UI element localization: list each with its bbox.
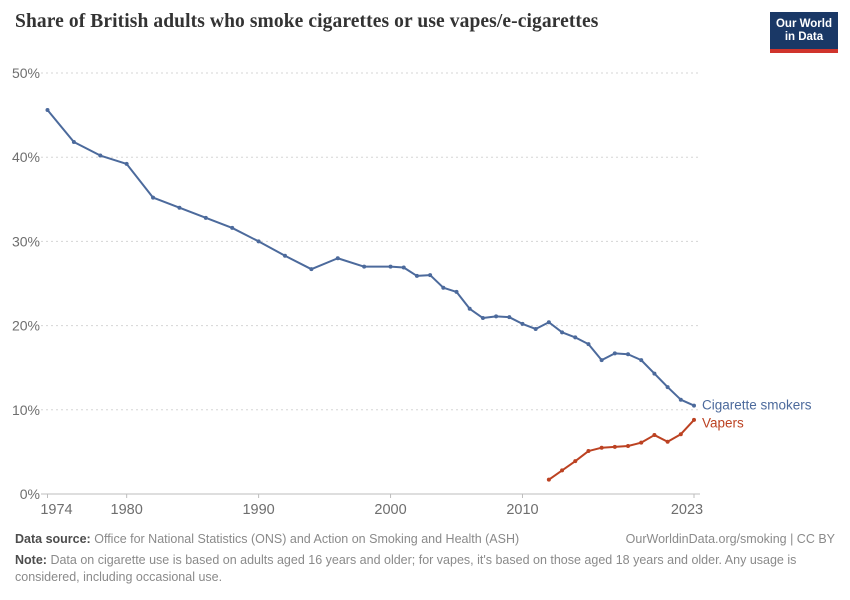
owid-logo-line2: in Data xyxy=(784,30,824,43)
data-point-cigarette-smokers xyxy=(441,285,446,290)
data-point-cigarette-smokers xyxy=(639,358,644,363)
data-point-cigarette-smokers xyxy=(151,195,156,200)
data-point-cigarette-smokers xyxy=(599,358,604,363)
x-tick-label: 2000 xyxy=(374,502,406,518)
y-tick-label: 20% xyxy=(12,318,40,334)
x-tick-label: 1990 xyxy=(242,502,274,518)
data-point-cigarette-smokers xyxy=(428,273,433,278)
data-point-cigarette-smokers xyxy=(388,264,393,269)
data-point-cigarette-smokers xyxy=(203,215,208,220)
data-point-cigarette-smokers xyxy=(507,315,512,320)
data-point-cigarette-smokers xyxy=(282,253,287,258)
data-point-cigarette-smokers xyxy=(520,321,525,326)
data-point-cigarette-smokers xyxy=(467,306,472,311)
y-tick-label: 0% xyxy=(20,486,40,502)
data-point-cigarette-smokers xyxy=(230,225,235,230)
owid-logo[interactable]: Our World in Data xyxy=(770,12,838,53)
owid-logo-line1: Our World xyxy=(775,17,832,30)
data-point-cigarette-smokers xyxy=(414,273,419,278)
data-point-cigarette-smokers xyxy=(533,326,538,331)
data-point-cigarette-smokers xyxy=(124,161,129,166)
data-point-cigarette-smokers xyxy=(586,342,591,347)
data-source-label: Data source: xyxy=(15,532,91,546)
note: Note: Data on cigarette use is based on … xyxy=(15,552,807,586)
data-point-vapers xyxy=(560,468,565,473)
owid-link[interactable]: OurWorldinData.org/smoking | CC BY xyxy=(625,532,835,546)
data-point-cigarette-smokers xyxy=(98,153,103,158)
data-point-cigarette-smokers xyxy=(573,335,578,340)
data-point-vapers xyxy=(599,445,604,450)
data-point-cigarette-smokers xyxy=(665,385,670,390)
x-tick-label: 2010 xyxy=(506,502,538,518)
source-row: Data source: Office for National Statist… xyxy=(15,531,835,548)
data-point-cigarette-smokers xyxy=(309,267,314,272)
series-end-label-vapers: Vapers xyxy=(702,415,744,430)
data-point-vapers xyxy=(652,433,657,438)
chart-canvas[interactable]: 0% 10% 20% 30% 40% 50% 1974 1980 1990 2000 2010 202… xyxy=(0,0,850,525)
data-point-cigarette-smokers xyxy=(692,403,696,408)
data-point-cigarette-smokers xyxy=(494,314,499,319)
data-point-cigarette-smokers xyxy=(678,397,683,402)
x-tick-label: 2023 xyxy=(671,502,703,518)
y-tick-label: 10% xyxy=(12,402,40,418)
data-point-vapers xyxy=(639,440,644,445)
data-point-cigarette-smokers xyxy=(626,352,631,357)
note-text: Data on cigarette use is based on adults… xyxy=(15,553,797,584)
data-point-cigarette-smokers xyxy=(177,205,182,210)
y-tick-label: 40% xyxy=(12,149,40,165)
data-point-vapers xyxy=(626,444,631,449)
data-source-text: Office for National Statistics (ONS) and… xyxy=(94,532,520,546)
data-point-vapers xyxy=(573,459,578,464)
data-point-cigarette-smokers xyxy=(560,330,565,335)
y-tick-label: 50% xyxy=(12,65,40,81)
x-tick-label: 1974 xyxy=(40,502,72,518)
owid-logo-text: Our World in Data xyxy=(776,18,832,44)
series-line-vapers xyxy=(548,419,695,481)
data-point-vapers xyxy=(546,477,551,482)
data-point-vapers xyxy=(612,444,617,449)
data-point-cigarette-smokers xyxy=(546,320,551,325)
data-point-cigarette-smokers xyxy=(454,289,459,294)
page-title: Share of British adults who smoke cigare… xyxy=(15,11,599,32)
data-point-cigarette-smokers xyxy=(256,239,261,244)
data-point-cigarette-smokers xyxy=(612,351,617,356)
chart-footer: Data source: Office for National Statist… xyxy=(15,531,835,586)
series-line-cigarette-smokers xyxy=(46,109,695,407)
data-point-cigarette-smokers xyxy=(480,316,485,321)
data-point-cigarette-smokers xyxy=(45,108,50,113)
data-source: Data source: Office for National Statist… xyxy=(15,531,519,548)
data-point-cigarette-smokers xyxy=(362,264,367,269)
data-point-vapers xyxy=(665,439,670,444)
data-point-vapers xyxy=(586,449,591,454)
data-point-cigarette-smokers xyxy=(335,256,340,261)
x-tick-label: 1980 xyxy=(111,502,143,518)
data-point-cigarette-smokers xyxy=(71,140,76,145)
series-end-label-cigarette-smokers: Cigarette smokers xyxy=(702,398,812,413)
data-point-cigarette-smokers xyxy=(652,371,657,376)
data-point-vapers xyxy=(678,432,683,437)
data-point-vapers xyxy=(692,417,696,422)
y-tick-label: 30% xyxy=(12,233,40,249)
note-label: Note: xyxy=(15,553,47,567)
data-point-cigarette-smokers xyxy=(401,265,406,270)
